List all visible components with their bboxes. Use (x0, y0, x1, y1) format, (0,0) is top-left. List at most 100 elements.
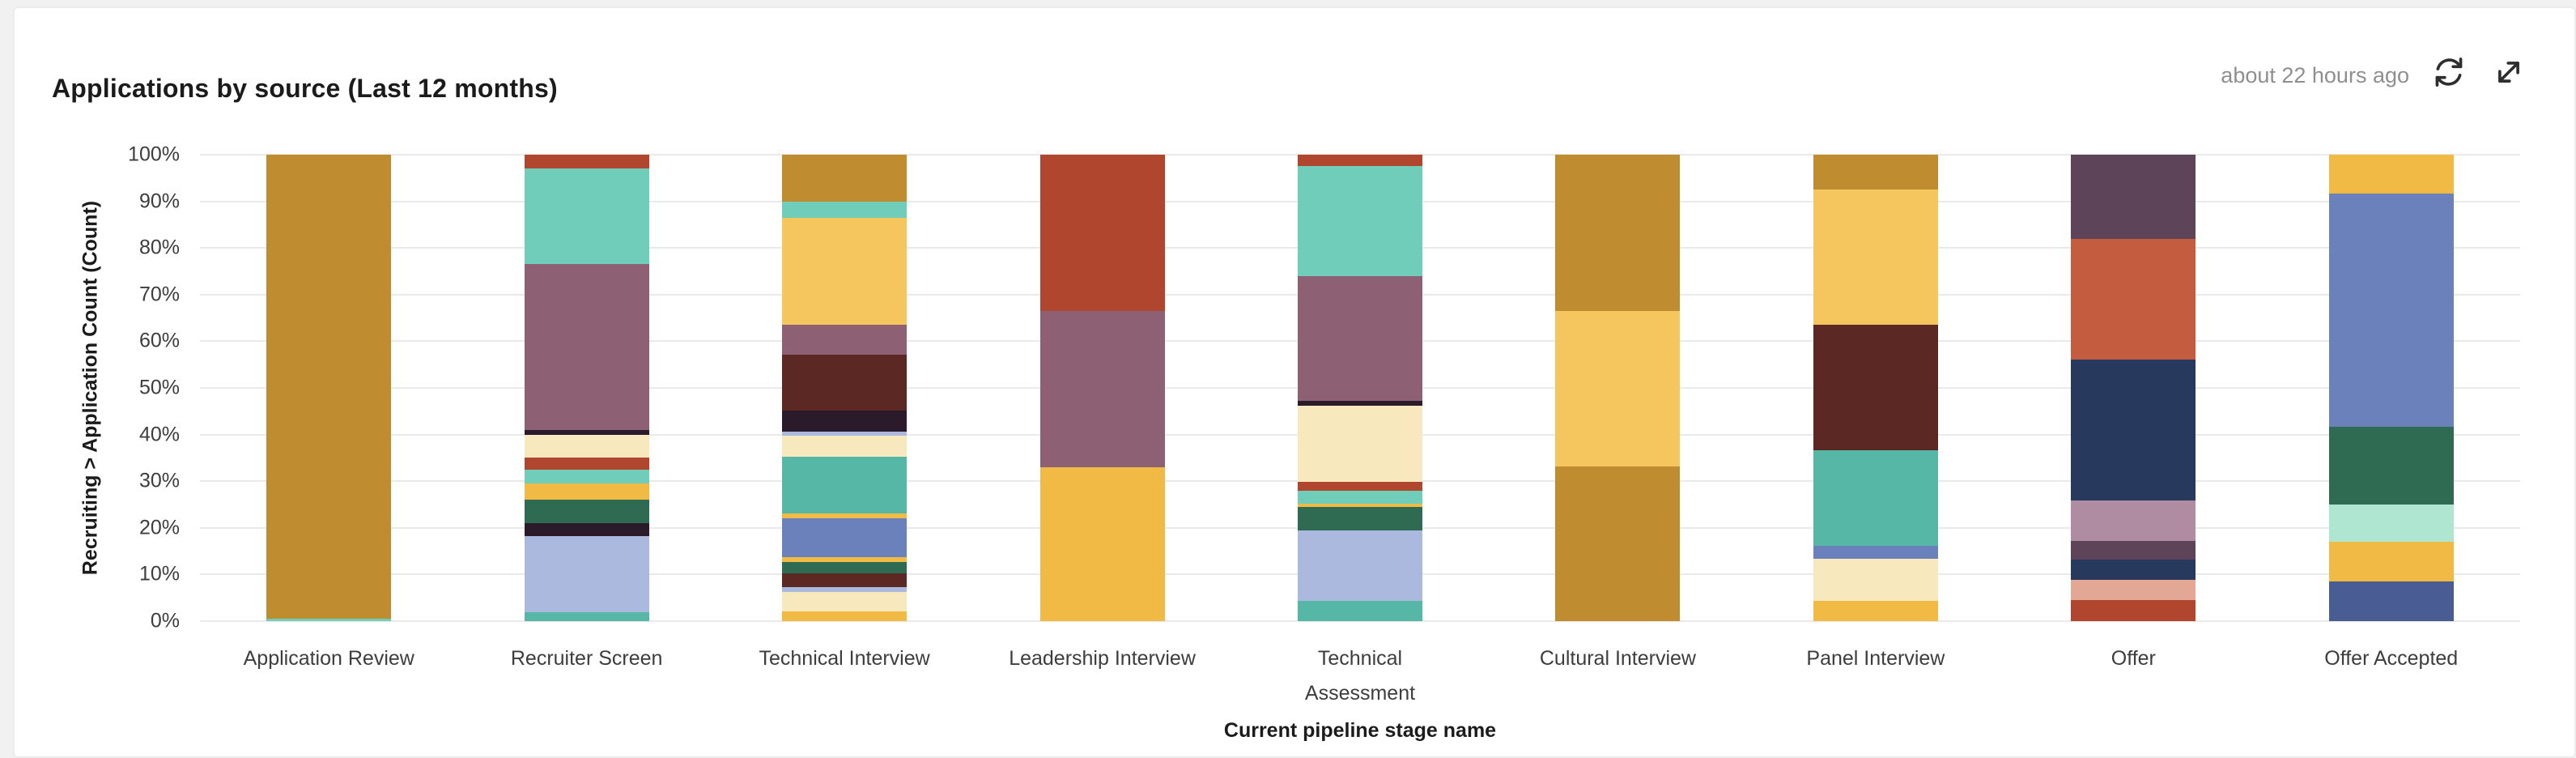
x-category-label: Recruiter Screen (510, 647, 663, 670)
bar-offer[interactable] (2071, 155, 2196, 621)
bar-segment[interactable] (1555, 310, 1681, 467)
bar-segment[interactable] (2071, 559, 2196, 581)
bar-segment[interactable] (1813, 558, 1938, 601)
y-tick-label: 60% (138, 329, 180, 352)
bar-leadership-interview[interactable] (1039, 155, 1165, 621)
bar-segment[interactable] (1298, 601, 1422, 621)
bar-segment[interactable] (2071, 600, 2196, 621)
bar-segment[interactable] (1298, 405, 1422, 482)
expand-button[interactable] (2489, 52, 2529, 92)
x-category-label: Cultural Interview (1539, 647, 1696, 670)
bar-segment[interactable] (2071, 155, 2196, 239)
bar-segment[interactable] (782, 591, 908, 612)
bar-segment[interactable] (782, 457, 908, 514)
bar-segment[interactable] (2328, 194, 2454, 427)
bar-segment[interactable] (524, 155, 649, 169)
bar-segment[interactable] (2328, 542, 2454, 582)
bar-segment[interactable] (782, 556, 908, 562)
bar-segment[interactable] (1298, 155, 1422, 167)
bar-segment[interactable] (2328, 504, 2454, 543)
refresh-icon (2430, 53, 2468, 91)
bar-segment[interactable] (1298, 491, 1422, 505)
x-axis-labels: Application Review Recruiter Screen Techni… (200, 641, 2520, 730)
bar-segment[interactable] (524, 168, 649, 265)
bar-panel-interview[interactable] (1813, 155, 1938, 621)
gridline (200, 620, 2520, 622)
bar-technical-interview[interactable] (782, 155, 908, 621)
bar-segment[interactable] (782, 354, 908, 411)
y-tick-label: 20% (138, 516, 180, 539)
bar-segment[interactable] (1813, 155, 1938, 190)
bar-segment[interactable] (782, 586, 908, 592)
x-category-label: Application Review (243, 647, 414, 670)
chart-plot (200, 154, 2520, 622)
bar-segment[interactable] (782, 436, 908, 458)
bar-segment[interactable] (1298, 504, 1422, 507)
bar-segment[interactable] (1039, 155, 1165, 311)
expand-icon (2490, 53, 2527, 91)
bar-segment[interactable] (2071, 360, 2196, 500)
bar-segment[interactable] (524, 522, 649, 536)
bar-segment[interactable] (524, 434, 649, 458)
last-updated-text: about 22 hours ago (2221, 63, 2409, 87)
bar-segment[interactable] (1298, 506, 1422, 530)
bar-segment[interactable] (2328, 155, 2454, 194)
bar-offer-accepted[interactable] (2328, 155, 2454, 621)
bar-segment[interactable] (782, 518, 908, 557)
bar-application-review[interactable] (266, 155, 392, 621)
bar-segment[interactable] (782, 611, 908, 621)
bar-segment[interactable] (1298, 166, 1422, 276)
bar-segment[interactable] (266, 619, 392, 621)
bar-segment[interactable] (524, 469, 649, 484)
bar-segment[interactable] (266, 155, 392, 620)
bar-segment[interactable] (2328, 426, 2454, 505)
bar-segment[interactable] (2071, 580, 2196, 601)
bar-segment[interactable] (782, 410, 908, 432)
bar-segment[interactable] (782, 431, 908, 436)
bar-segment[interactable] (782, 155, 908, 202)
y-tick-label: 10% (138, 562, 180, 586)
bar-segment[interactable] (1813, 546, 1938, 559)
bar-technical-assessment[interactable] (1298, 155, 1422, 621)
bar-segment[interactable] (524, 535, 649, 612)
bar-segment[interactable] (782, 513, 908, 519)
page-title: Applications by source (Last 12 months) (52, 74, 558, 104)
bar-segment[interactable] (524, 458, 649, 470)
bar-segment[interactable] (2071, 238, 2196, 360)
bar-segment[interactable] (524, 429, 649, 435)
bar-segment[interactable] (1813, 190, 1938, 325)
bar-segment[interactable] (2071, 500, 2196, 541)
y-tick-label: 30% (138, 469, 180, 492)
bar-segment[interactable] (1555, 466, 1681, 621)
bar-segment[interactable] (1298, 481, 1422, 492)
bar-segment[interactable] (2328, 581, 2454, 621)
y-tick-label: 100% (128, 143, 180, 166)
bar-segment[interactable] (1298, 401, 1422, 406)
bar-segment[interactable] (782, 573, 908, 587)
bar-segment[interactable] (2071, 540, 2196, 560)
bar-segment[interactable] (1039, 466, 1165, 621)
bar-segment[interactable] (1298, 275, 1422, 402)
bar-segment[interactable] (524, 500, 649, 523)
refresh-button[interactable] (2429, 52, 2469, 92)
y-tick-label: 40% (138, 423, 180, 446)
bar-segment[interactable] (1039, 310, 1165, 467)
bar-cultural-interview[interactable] (1555, 155, 1681, 621)
bar-segment[interactable] (1555, 155, 1681, 311)
bar-segment[interactable] (1813, 450, 1938, 547)
bar-segment[interactable] (1298, 530, 1422, 602)
bar-segment[interactable] (524, 611, 649, 621)
bar-segment[interactable] (1813, 324, 1938, 451)
bar-segment[interactable] (782, 217, 908, 326)
bar-segment[interactable] (1813, 600, 1938, 621)
y-tick-label: 90% (138, 190, 180, 213)
bar-recruiter-screen[interactable] (524, 155, 649, 621)
y-tick-label: 50% (138, 376, 180, 399)
bar-segment[interactable] (782, 325, 908, 355)
bar-segment[interactable] (782, 201, 908, 218)
bar-segment[interactable] (782, 561, 908, 573)
bar-segment[interactable] (524, 483, 649, 500)
bar-segment[interactable] (524, 264, 649, 430)
x-category-label: Offer (2111, 647, 2156, 670)
y-tick-label: 80% (138, 236, 180, 259)
